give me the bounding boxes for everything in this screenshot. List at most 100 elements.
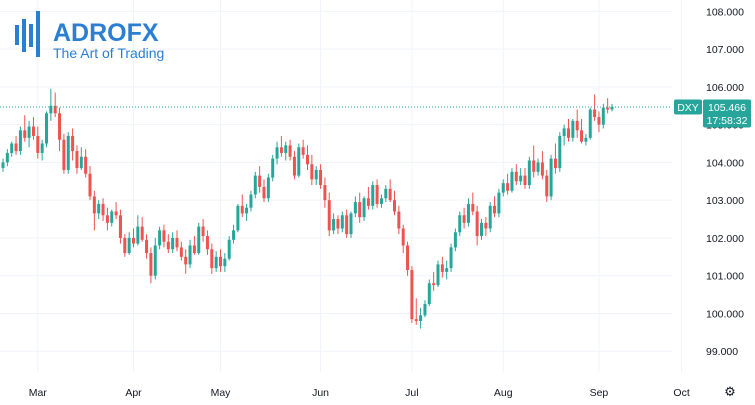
candle-body xyxy=(240,205,244,214)
y-tick-label: 100.000 xyxy=(706,308,744,320)
candle-body xyxy=(210,249,214,269)
candle xyxy=(527,156,531,189)
candle xyxy=(62,134,66,174)
candle xyxy=(232,224,236,244)
gear-icon[interactable]: ⚙ xyxy=(724,385,736,400)
candle-body xyxy=(88,173,92,197)
candle-body xyxy=(227,239,231,259)
candle-body xyxy=(79,156,83,169)
candle-body xyxy=(149,253,153,276)
candle-body xyxy=(397,211,401,229)
chart-grid xyxy=(0,0,683,372)
candle xyxy=(553,143,557,174)
candle-body xyxy=(588,109,592,138)
candle-body xyxy=(536,162,540,172)
candle-body xyxy=(514,171,518,182)
candle xyxy=(353,196,357,218)
candle-body xyxy=(462,215,466,223)
candle xyxy=(471,192,475,216)
candle xyxy=(319,164,323,189)
candle-body xyxy=(306,154,309,165)
candle-body xyxy=(562,128,566,136)
logo-bars-icon xyxy=(15,11,40,57)
candle-body xyxy=(453,232,457,248)
x-tick-label: Jul xyxy=(405,387,418,399)
candle xyxy=(606,98,610,114)
candle xyxy=(236,203,240,233)
candle xyxy=(223,253,227,272)
candle xyxy=(593,94,597,121)
candle-body xyxy=(410,270,414,320)
candle-body xyxy=(162,230,166,242)
candle xyxy=(171,232,175,254)
candle-body xyxy=(201,226,205,237)
candle xyxy=(362,196,366,221)
candle xyxy=(601,103,605,129)
candle xyxy=(140,217,144,242)
candle xyxy=(249,190,253,212)
candle-body xyxy=(575,120,579,131)
x-axis: Mar Apr May Jun Jul Aug Sep Oct xyxy=(29,387,690,399)
candle-body xyxy=(214,256,218,269)
candle-body xyxy=(92,196,96,214)
candle xyxy=(388,179,392,203)
candle xyxy=(92,190,96,231)
candle xyxy=(536,158,540,176)
candle xyxy=(58,107,62,152)
candle-body xyxy=(223,258,227,267)
candle-body xyxy=(323,185,327,201)
candle-body xyxy=(419,315,423,322)
candle-body xyxy=(262,186,266,199)
last-price-value: 105.466 xyxy=(708,102,746,114)
candle-body xyxy=(1,162,5,169)
candle-body xyxy=(23,130,27,138)
candle xyxy=(1,158,5,172)
candle xyxy=(371,181,375,210)
candle-body xyxy=(5,152,9,163)
candle xyxy=(158,226,162,250)
candle-body xyxy=(345,215,349,235)
candle-body xyxy=(440,264,444,272)
candle-body xyxy=(188,245,192,265)
candle xyxy=(192,236,196,255)
candle-body xyxy=(610,106,614,110)
candle xyxy=(149,247,153,284)
candle-body xyxy=(545,175,549,197)
candle xyxy=(545,169,549,203)
candle-body xyxy=(197,226,201,254)
candle xyxy=(114,202,118,220)
candle xyxy=(31,117,35,140)
x-tick-label: May xyxy=(211,387,232,399)
candle xyxy=(179,241,183,261)
candle xyxy=(406,241,410,276)
candle xyxy=(166,234,170,254)
candle xyxy=(523,168,527,189)
candle-body xyxy=(175,237,179,248)
candle xyxy=(219,249,222,272)
candle xyxy=(275,141,279,165)
candle xyxy=(118,209,122,244)
candle-body xyxy=(393,200,396,212)
candle xyxy=(301,139,305,159)
candle-body xyxy=(553,158,557,169)
candle-body xyxy=(127,237,131,254)
candle xyxy=(279,135,283,157)
candle-body xyxy=(519,175,523,182)
candle-body xyxy=(488,205,492,229)
candle xyxy=(210,243,214,274)
candle xyxy=(66,132,70,174)
candle-body xyxy=(101,203,105,216)
candle xyxy=(136,215,140,246)
candle xyxy=(345,209,349,238)
candle xyxy=(558,132,562,172)
candle-body xyxy=(179,247,183,257)
candles xyxy=(1,88,614,329)
candle-body xyxy=(301,147,305,155)
x-tick-label: Apr xyxy=(125,387,142,399)
price-badge: DXY 105.466 17:58:32 xyxy=(674,99,751,128)
x-tick-label: Mar xyxy=(29,387,48,399)
candle-body xyxy=(601,107,605,125)
last-price-badge xyxy=(703,99,751,128)
candle xyxy=(127,232,131,255)
